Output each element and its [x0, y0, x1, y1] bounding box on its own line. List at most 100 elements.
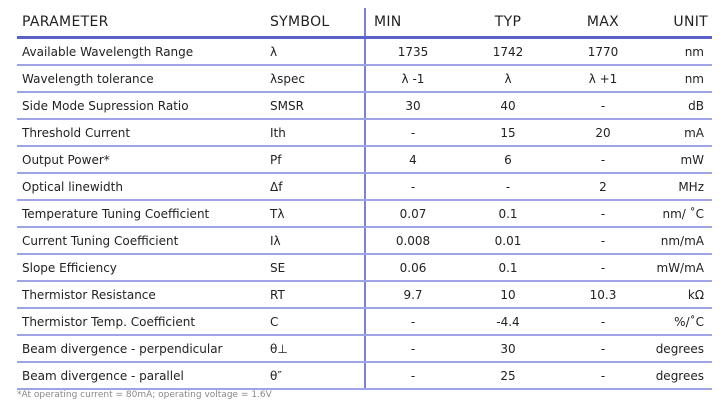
cell-parameter: Slope Efficiency — [22, 260, 117, 275]
cell-parameter: Thermistor Temp. Coefficient — [22, 314, 196, 329]
cell-unit: dB — [688, 98, 704, 113]
cell-unit: %/˚C — [674, 314, 704, 329]
cell-parameter: Optical linewidth — [22, 179, 123, 194]
cell-parameter: Current Tuning Coefficient — [22, 233, 179, 248]
cell-max: λ +1 — [588, 71, 618, 86]
cell-symbol: RT — [270, 287, 285, 302]
cell-parameter: Threshold Current — [22, 125, 131, 140]
cell-symbol: λ — [270, 44, 278, 59]
table-row: Optical linewidth Δf - - 2 MHz — [17, 174, 712, 201]
cell-unit: nm — [684, 71, 704, 86]
cell-symbol: λspec — [270, 71, 305, 86]
cell-symbol: θ⊥ — [270, 341, 288, 356]
cell-unit: mW/mA — [656, 260, 705, 275]
cell-unit: nm/ ˚C — [662, 206, 704, 221]
cell-max: 10.3 — [589, 287, 617, 302]
header-min: MIN — [364, 8, 460, 36]
cell-typ: 40 — [500, 98, 516, 113]
cell-typ: 0.1 — [498, 260, 518, 275]
cell-symbol: θ″ — [270, 368, 282, 383]
cell-min: - — [364, 309, 460, 334]
cell-symbol: Tλ — [270, 206, 285, 221]
table-row: Current Tuning Coefficient Iλ 0.008 0.01 - nm… — [17, 228, 712, 255]
cell-symbol: SE — [270, 260, 286, 275]
cell-min: 30 — [364, 93, 460, 118]
cell-max: - — [600, 314, 606, 329]
table-row: Threshold Current Ith - 15 20 mA — [17, 120, 712, 147]
cell-unit: MHz — [678, 179, 704, 194]
cell-unit: kΩ — [687, 287, 704, 302]
footnote: *At operating current = 80mA; operating … — [17, 390, 272, 400]
header-row: PARAMETER SYMBOL MIN TYP MAX UNIT — [17, 8, 712, 39]
cell-min: - — [364, 363, 460, 388]
cell-max: - — [600, 341, 606, 356]
cell-max: - — [600, 233, 606, 248]
cell-symbol: Δf — [270, 179, 283, 194]
cell-symbol: Pf — [270, 152, 282, 167]
table-row: Temperature Tuning Coefficient Tλ 0.07 0.1 -… — [17, 201, 712, 228]
cell-symbol: Ith — [270, 125, 286, 140]
table-row: Side Mode Supression Ratio SMSR 30 40 - dB — [17, 93, 712, 120]
header-symbol: SYMBOL — [270, 14, 330, 30]
cell-unit: nm — [684, 44, 704, 59]
cell-max: 20 — [595, 125, 611, 140]
table-row: Slope Efficiency SE 0.06 0.1 - mW/mA — [17, 255, 712, 282]
cell-min: 9.7 — [364, 282, 460, 307]
cell-parameter: Side Mode Supression Ratio — [22, 98, 189, 113]
cell-parameter: Thermistor Resistance — [22, 287, 156, 302]
cell-typ: 10 — [500, 287, 516, 302]
cell-min: 0.07 — [364, 201, 460, 226]
table-row: Wavelength tolerance λspec λ -1 λ λ +1 nm — [17, 66, 712, 93]
cell-typ: -4.4 — [496, 314, 520, 329]
header-max: MAX — [586, 14, 620, 30]
cell-max: - — [600, 368, 606, 383]
cell-max: - — [600, 206, 606, 221]
cell-typ: 0.01 — [494, 233, 522, 248]
header-typ: TYP — [494, 14, 522, 30]
cell-unit: mW — [680, 152, 704, 167]
cell-typ: 30 — [500, 341, 516, 356]
cell-parameter: Available Wavelength Range — [22, 44, 194, 59]
cell-max: 2 — [599, 179, 607, 194]
table-row: Output Power* Pf 4 6 - mW — [17, 147, 712, 174]
cell-parameter: Temperature Tuning Coefficient — [22, 206, 210, 221]
cell-min: 0.008 — [364, 228, 460, 253]
cell-unit: degrees — [655, 341, 704, 356]
table-row: Thermistor Temp. Coefficient C - -4.4 - %/˚C — [17, 309, 712, 336]
cell-min: 0.06 — [364, 255, 460, 280]
table-row: Thermistor Resistance RT 9.7 10 10.3 kΩ — [17, 282, 712, 309]
header-unit: UNIT — [673, 14, 708, 30]
header-parameter: PARAMETER — [22, 14, 109, 30]
cell-typ: 0.1 — [498, 206, 518, 221]
table-row: Beam divergence - perpendicular θ⊥ - 30 - deg… — [17, 336, 712, 363]
cell-symbol: SMSR — [270, 98, 304, 113]
cell-max: - — [600, 152, 606, 167]
cell-symbol: C — [270, 314, 279, 329]
cell-unit: nm/mA — [660, 233, 704, 248]
cell-parameter: Beam divergence - perpendicular — [22, 341, 223, 356]
cell-parameter: Beam divergence - parallel — [22, 368, 184, 383]
cell-typ: 6 — [504, 152, 512, 167]
cell-unit: mA — [684, 125, 704, 140]
cell-min: - — [364, 174, 460, 199]
cell-min: - — [364, 336, 460, 361]
cell-min: - — [364, 120, 460, 145]
spec-table: PARAMETER SYMBOL MIN TYP MAX UNIT Availa… — [17, 8, 712, 390]
cell-unit: degrees — [655, 368, 704, 383]
cell-symbol: Iλ — [270, 233, 281, 248]
cell-min: 4 — [364, 147, 460, 172]
cell-parameter: Output Power* — [22, 152, 110, 167]
cell-parameter: Wavelength tolerance — [22, 71, 154, 86]
table-row: Beam divergence - parallel θ″ - 25 - degrees — [17, 363, 712, 390]
cell-typ: - — [505, 179, 511, 194]
cell-max: 1770 — [587, 44, 619, 59]
cell-min: λ -1 — [364, 66, 460, 91]
cell-max: - — [600, 260, 606, 275]
cell-max: - — [600, 98, 606, 113]
cell-typ: 1742 — [492, 44, 524, 59]
cell-typ: 15 — [500, 125, 516, 140]
cell-typ: 25 — [500, 368, 516, 383]
table-row: Available Wavelength Range λ 1735 1742 1770 n… — [17, 39, 712, 66]
cell-min: 1735 — [364, 39, 460, 64]
cell-typ: λ — [504, 71, 512, 86]
